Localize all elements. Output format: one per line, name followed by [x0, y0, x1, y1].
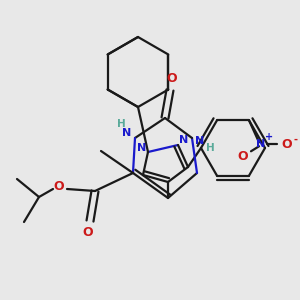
Text: H: H: [117, 119, 125, 129]
Text: N: N: [256, 139, 266, 149]
Text: -: -: [294, 134, 298, 144]
Text: O: O: [282, 138, 292, 151]
Text: O: O: [83, 226, 93, 239]
Text: N: N: [122, 128, 132, 138]
Text: O: O: [54, 181, 64, 194]
Text: N: N: [179, 135, 189, 145]
Text: O: O: [238, 150, 248, 163]
Text: +: +: [265, 132, 273, 142]
Text: N: N: [195, 136, 205, 146]
Text: N: N: [137, 143, 147, 153]
Text: H: H: [206, 143, 214, 153]
Text: O: O: [167, 71, 177, 85]
